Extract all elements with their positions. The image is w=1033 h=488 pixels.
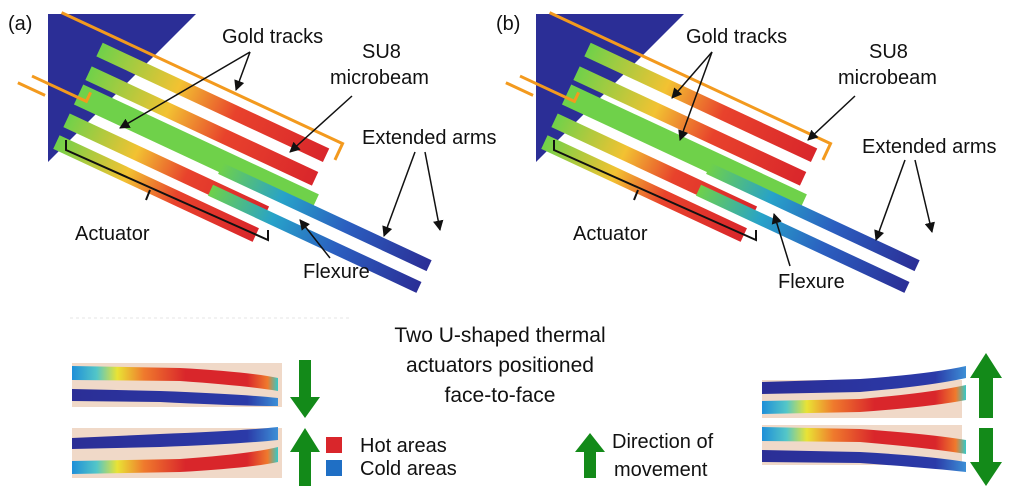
panel-a: (a) Gold tracks SU8 <box>8 11 497 293</box>
panel-b-device <box>505 11 920 293</box>
panel-b: (b) Gold tracks SU8 microbeam Extended a… <box>496 11 997 293</box>
panel-b-flexure-label: Flexure <box>778 271 845 293</box>
center-caption-line-1: Two U-shaped thermal <box>394 324 605 347</box>
center-caption-line-2: actuators positioned <box>406 354 594 377</box>
panel-b-upper-hot-beam-2 <box>573 66 807 186</box>
legend-hot-swatch <box>326 437 342 453</box>
panel-b-extended-arms-label: Extended arms <box>862 136 997 158</box>
panel-b-su8-label-1: SU8 <box>869 41 908 63</box>
panel-a-upper-hot-beam-2 <box>85 66 319 186</box>
panel-a-actuator-label: Actuator <box>75 223 150 245</box>
panel-a-gold-track-2 <box>31 74 92 104</box>
panel-b-actuator-bracket <box>553 140 757 242</box>
right-upper-hot-beam <box>762 385 966 414</box>
panel-a-lower-hot-beam-2 <box>53 135 259 242</box>
panel-b-upper-hot-beam <box>584 42 818 163</box>
left-upper-cold-beam <box>72 389 278 406</box>
panel-b-gold-track-1 <box>548 11 833 161</box>
panel-a-upper-hot-beam <box>96 42 330 163</box>
panel-a-actuator-bracket <box>65 140 269 242</box>
left-upper-hot-beam <box>72 366 278 391</box>
legend-hot-label: Hot areas <box>360 435 447 457</box>
panel-b-su8-label-2: microbeam <box>838 67 937 89</box>
legend: Hot areas Cold areas Direction of moveme… <box>326 431 714 481</box>
left-down-arrow <box>290 360 320 418</box>
right-actuator-pair <box>762 353 1002 486</box>
panel-b-letter: (b) <box>496 13 520 35</box>
panel-a-gold-track-3 <box>17 81 46 97</box>
panel-b-gold-tracks-label: Gold tracks <box>686 26 787 48</box>
panel-b-extended-arm-1 <box>706 162 920 272</box>
panel-a-device <box>17 11 432 293</box>
right-up-arrow <box>970 353 1002 418</box>
legend-cold-label: Cold areas <box>360 458 457 480</box>
panel-b-lower-hot-beam-2 <box>541 135 747 242</box>
panel-a-gold-track-1 <box>60 11 345 161</box>
legend-direction-line-2: movement <box>614 459 708 481</box>
center-caption: Two U-shaped thermal actuators positione… <box>394 324 605 407</box>
panel-a-letter: (a) <box>8 13 32 35</box>
legend-direction-arrow <box>575 433 605 478</box>
panel-b-gold-track-2 <box>519 74 580 104</box>
panel-a-flexure-label: Flexure <box>303 261 370 283</box>
left-lower-hot-beam <box>72 447 278 474</box>
panel-a-extended-arm-1 <box>218 162 432 272</box>
left-lower-cold-beam <box>72 427 278 449</box>
left-up-arrow <box>290 428 320 486</box>
panel-a-su8-label-2: microbeam <box>330 67 429 89</box>
center-caption-line-3: face-to-face <box>445 384 556 407</box>
right-lower-cold-beam <box>762 450 966 472</box>
panel-a-extended-arms-label: Extended arms <box>362 127 497 149</box>
panel-a-gold-tracks-label: Gold tracks <box>222 26 323 48</box>
right-lower-hot-beam <box>762 427 966 454</box>
panel-b-actuator-label: Actuator <box>573 223 648 245</box>
left-actuator-pair <box>72 360 320 486</box>
panel-b-extended-arm-2 <box>695 184 910 293</box>
legend-cold-swatch <box>326 460 342 476</box>
right-upper-cold-beam <box>762 366 966 394</box>
panel-a-su8-label-1: SU8 <box>362 41 401 63</box>
panel-b-gold-track-3 <box>505 81 534 97</box>
right-down-arrow <box>970 428 1002 486</box>
legend-direction-line-1: Direction of <box>612 431 714 453</box>
